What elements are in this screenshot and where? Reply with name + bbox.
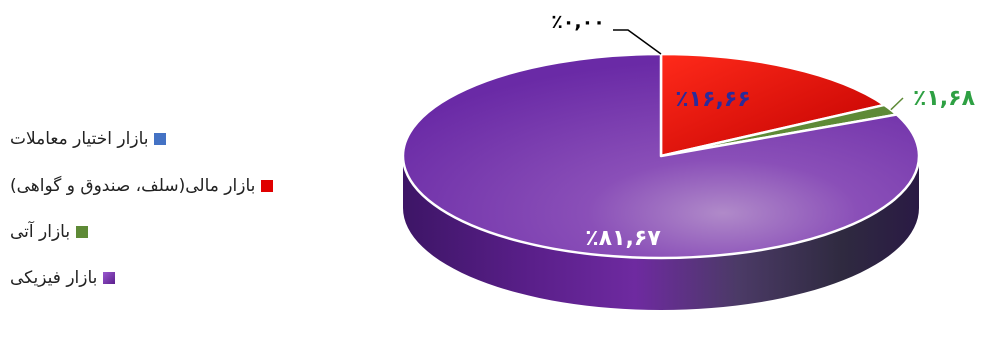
slice-side-physical <box>403 156 919 310</box>
legend-item-financial: بازار مالی(سلف، صندوق و گواهی) <box>10 175 320 197</box>
data-label-futures: ٪۱,۶۸ <box>913 86 976 111</box>
legend-item-options: بازار اختیار معاملات <box>10 128 320 150</box>
legend-item-futures: بازار آتی <box>10 221 320 243</box>
legend-swatch-physical <box>103 272 116 284</box>
slice-physical <box>401 52 921 260</box>
legend-label-financial: بازار مالی(سلف، صندوق و گواهی) <box>10 176 256 196</box>
data-label-physical: ٪۸۱,۶۷ <box>585 226 661 251</box>
legend-swatch-futures <box>76 226 89 238</box>
pie-top-layer <box>401 52 921 260</box>
legend-swatch-financial <box>261 180 274 192</box>
legend-swatch-options <box>154 133 167 145</box>
slice-financial <box>659 52 886 158</box>
leader-line-futures <box>890 97 904 111</box>
legend-item-physical: بازار فیزیکی <box>10 267 320 289</box>
leader-line-options <box>613 29 662 55</box>
data-label-options: ٪۰,۰۰ <box>551 11 605 33</box>
legend-label-options: بازار اختیار معاملات <box>10 129 149 149</box>
legend-label-futures: بازار آتی <box>10 222 71 242</box>
pie-label-layer: ٪۸۱,۶۷ ٪۱۶,۶۶ ٪۱,۶۸ ٪۰,۰۰ <box>551 11 975 251</box>
data-label-financial: ٪۱۶,۶۶ <box>675 87 751 112</box>
chart-legend: بازار اختیار معاملات بازار مالی(سلف، صند… <box>10 128 320 313</box>
pie-side-layer <box>403 156 919 310</box>
legend-label-physical: بازار فیزیکی <box>10 268 98 288</box>
